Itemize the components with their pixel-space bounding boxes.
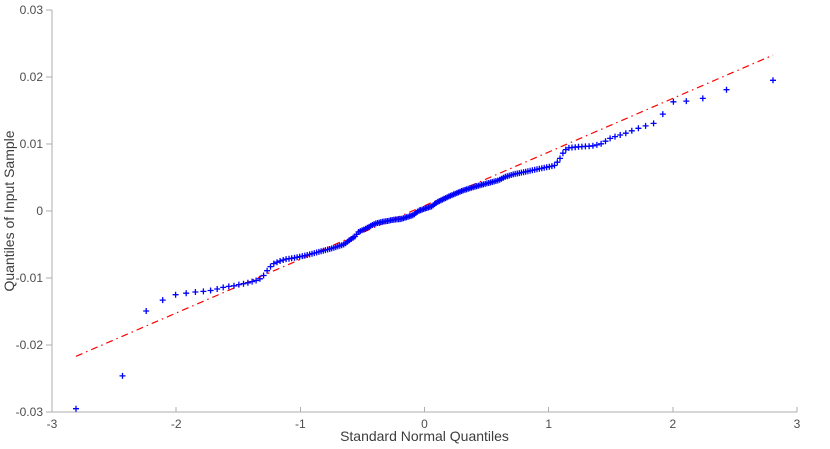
x-tick-label: 1 [545, 417, 552, 431]
y-tick-label: 0.03 [20, 3, 44, 17]
x-tick-label: -1 [295, 417, 306, 431]
y-tick-label: -0.01 [16, 271, 44, 285]
x-tick-label: 0 [421, 417, 428, 431]
x-tick-label: -2 [171, 417, 182, 431]
y-axis-label: Quantiles of Input Sample [1, 130, 17, 291]
x-tick-label: -3 [47, 417, 58, 431]
x-axis-label: Standard Normal Quantiles [340, 428, 509, 444]
data-points [73, 77, 776, 412]
x-tick-label: 3 [794, 417, 801, 431]
y-tick-label: -0.03 [16, 405, 44, 419]
axes: -3 -2 -1 0 1 2 3 -0.03 -0.02 -0.01 0 0.01 0.02 0.03 [16, 3, 801, 431]
y-tick-label: 0 [36, 204, 43, 218]
x-tick-label: 2 [669, 417, 676, 431]
y-tick-label: 0.02 [20, 70, 44, 84]
y-tick-label: -0.02 [16, 338, 44, 352]
y-tick-label: 0.01 [20, 137, 44, 151]
reference-line [75, 54, 774, 357]
